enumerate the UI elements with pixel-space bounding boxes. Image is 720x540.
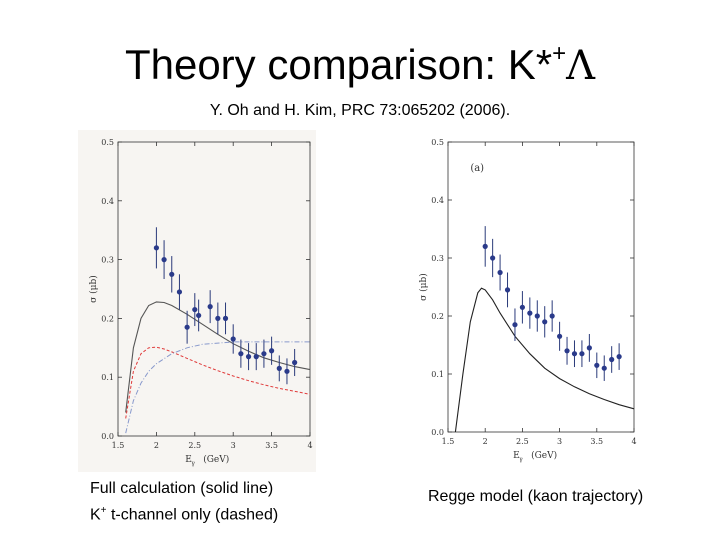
chart-right-ytick-label: 0.2 (431, 312, 444, 321)
chart-left-ytick-label: 0.5 (101, 138, 114, 147)
chart-right-data-point (542, 319, 548, 325)
chart-right-xlabel-sub: γ (519, 456, 523, 463)
chart-right-xtick-label: 2.5 (516, 437, 529, 446)
chart-right-ytick-label: 0.0 (431, 428, 444, 437)
caption-left-line1: Full calculation (solid line) (90, 480, 274, 497)
chart-right-ytick-label: 0.3 (431, 254, 444, 263)
chart-left-xlabel-unit: (GeV) (203, 454, 229, 465)
chart-right-data-point (557, 333, 563, 339)
chart-right-frame (447, 141, 635, 433)
chart-right-data-point (519, 304, 525, 310)
chart-right-xlabel: E (513, 451, 520, 461)
chart-left-xtick-label: 4 (307, 441, 312, 450)
chart-right-data-point (497, 269, 503, 276)
chart-left-xlabel: E (185, 455, 192, 465)
chart-left-xtick-label: 3.5 (265, 441, 278, 450)
chart-left-data-point (184, 324, 190, 330)
chart-left: 0.0 0.1 0.2 0.3 0.4 0.5 1.5 2 2.5 3 3.5 4 σ (μb) E γ (G… (88, 138, 313, 467)
chart-right-data-point (609, 356, 615, 363)
chart-right: 0.0 0.1 0.2 0.3 0.4 0.5 1.5 2 2.5 3 3.5 4 σ (μb) E γ (G… (418, 138, 637, 463)
chart-right-xtick-label: 3.5 (590, 437, 603, 446)
chart-left-data-point (161, 257, 167, 263)
chart-left-data-point (222, 315, 229, 321)
chart-right-data-point (586, 345, 592, 351)
chart-left-ytick-label: 0.1 (101, 373, 114, 382)
chart-left-data-point (153, 245, 159, 251)
chart-left-ytick-label: 0.4 (101, 197, 114, 206)
chart-right-panel-label: (a) (470, 163, 484, 174)
chart-right-xtick-label: 4 (631, 437, 636, 446)
chart-left-data-point (261, 351, 267, 357)
chart-left-data-point (176, 289, 183, 295)
chart-left-ytick-label: 0.2 (101, 314, 114, 323)
chart-right-data-point (594, 362, 600, 368)
chart-right-data-point (504, 287, 511, 293)
caption-left-k-sup: + (100, 505, 107, 516)
chart-right-xtick-label: 2 (483, 437, 488, 446)
chart-right-ylabel: σ (μb) (418, 273, 429, 301)
chart-left-data-point (192, 306, 198, 313)
chart-left-data-point (284, 368, 290, 374)
chart-right-data-point (616, 354, 622, 360)
caption-right: Regge model (kaon trajectory) (428, 488, 644, 505)
chart-right-data-point (534, 313, 540, 319)
chart-right-data-point (527, 310, 533, 316)
chart-left-curve-dashed (125, 346, 311, 419)
chart-left-data-point (292, 359, 298, 366)
title-superscript: + (552, 40, 567, 67)
chart-left-curve-dashdot (125, 341, 310, 434)
chart-left-data-point (196, 312, 202, 319)
title-main: Theory comparison: K* (124, 41, 553, 88)
chart-left-ylabel: σ (μb) (88, 275, 99, 303)
chart-right-xlabel-unit: (GeV) (531, 450, 557, 461)
chart-right-data-point (564, 348, 570, 354)
caption-left-line2: K+ t-channel only (dashed) (90, 500, 278, 526)
chart-left-data-point (207, 304, 213, 310)
caption-left: Full calculation (solid line) K+ t-chann… (90, 478, 278, 526)
chart-left-data-point (230, 336, 236, 342)
chart-left-data-point (253, 354, 259, 360)
chart-right-data-point (601, 365, 607, 371)
chart-left-data-point (169, 271, 175, 277)
chart-right-xtick-label: 1.5 (442, 437, 455, 446)
chart-right-ytick-label: 0.4 (431, 196, 444, 205)
chart-right-data-point (579, 351, 585, 357)
chart-left-xtick-label: 1.5 (112, 441, 125, 450)
chart-left-xtick-label: 2.5 (188, 441, 201, 450)
chart-left-data-point (276, 365, 282, 371)
chart-right-data-point (490, 255, 496, 261)
chart-left-xtick-label: 2 (154, 441, 159, 450)
caption-left-line2-rest: t-channel only (dashed) (106, 506, 279, 524)
citation: Y. Oh and H. Kim, PRC 73:065202 (2006). (209, 102, 511, 119)
chart-left-frame (117, 141, 311, 437)
chart-left-data-point (238, 351, 244, 357)
chart-right-data-point (482, 243, 488, 249)
slide-title: Theory comparison: K*+Λ (0, 40, 720, 89)
chart-left-data-point (269, 348, 275, 354)
chart-left-xlabel-sub: γ (191, 460, 195, 467)
chart-left-data-point (215, 315, 221, 321)
chart-right-xtick-label: 3 (557, 437, 562, 446)
chart-right-data-point (549, 313, 555, 319)
chart-right-data-point (571, 351, 578, 357)
title-lambda: Λ (566, 43, 596, 89)
chart-left-ytick-label: 0.3 (101, 256, 114, 265)
chart-left-xtick-label: 3 (231, 441, 236, 450)
chart-right-ytick-label: 0.5 (431, 138, 444, 147)
chart-right-ytick-label: 0.1 (431, 370, 444, 379)
caption-left-k: K (90, 506, 101, 524)
chart-left-data-point (245, 354, 252, 360)
chart-right-data-point (512, 322, 518, 328)
chart-left-ytick-label: 0.0 (101, 432, 114, 441)
